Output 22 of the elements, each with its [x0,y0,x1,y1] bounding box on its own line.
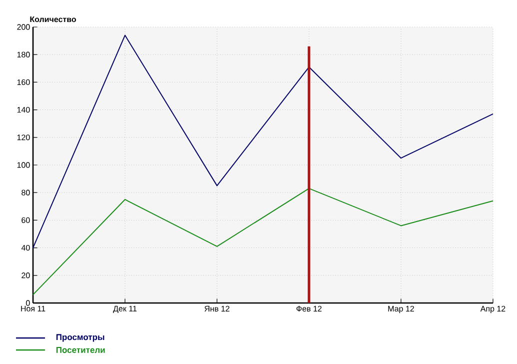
y-tick-label: 80 [22,190,30,196]
y-tick-label: 40 [21,244,30,251]
line-series [32,188,494,296]
x-tick-label: Апр 12 [480,306,506,314]
y-tick-label: 20 [22,272,30,278]
y-tick-label: 100 [17,162,30,168]
y-tick-label: 200 [17,24,30,30]
y-tick-label: 60 [22,217,30,224]
y-tick-label: 120 [17,134,30,140]
x-tick-label: Дек 11 [113,306,137,313]
legend-label: Просмотры [56,334,104,342]
y-axis-title: Количество [30,16,76,22]
x-tick-label: Ноя 11 [21,306,46,312]
y-tick-label: 180 [17,52,30,58]
x-tick-label: Фев 12 [296,306,322,312]
x-tick-label: Янв 12 [204,306,230,312]
y-tick-label: 0 [26,300,30,306]
legend-label: Посетители [56,347,105,353]
y-tick-label: 160 [17,79,30,86]
x-tick-label: Мар 12 [388,306,414,314]
line-series [32,34,494,248]
y-tick-label: 140 [17,106,30,113]
